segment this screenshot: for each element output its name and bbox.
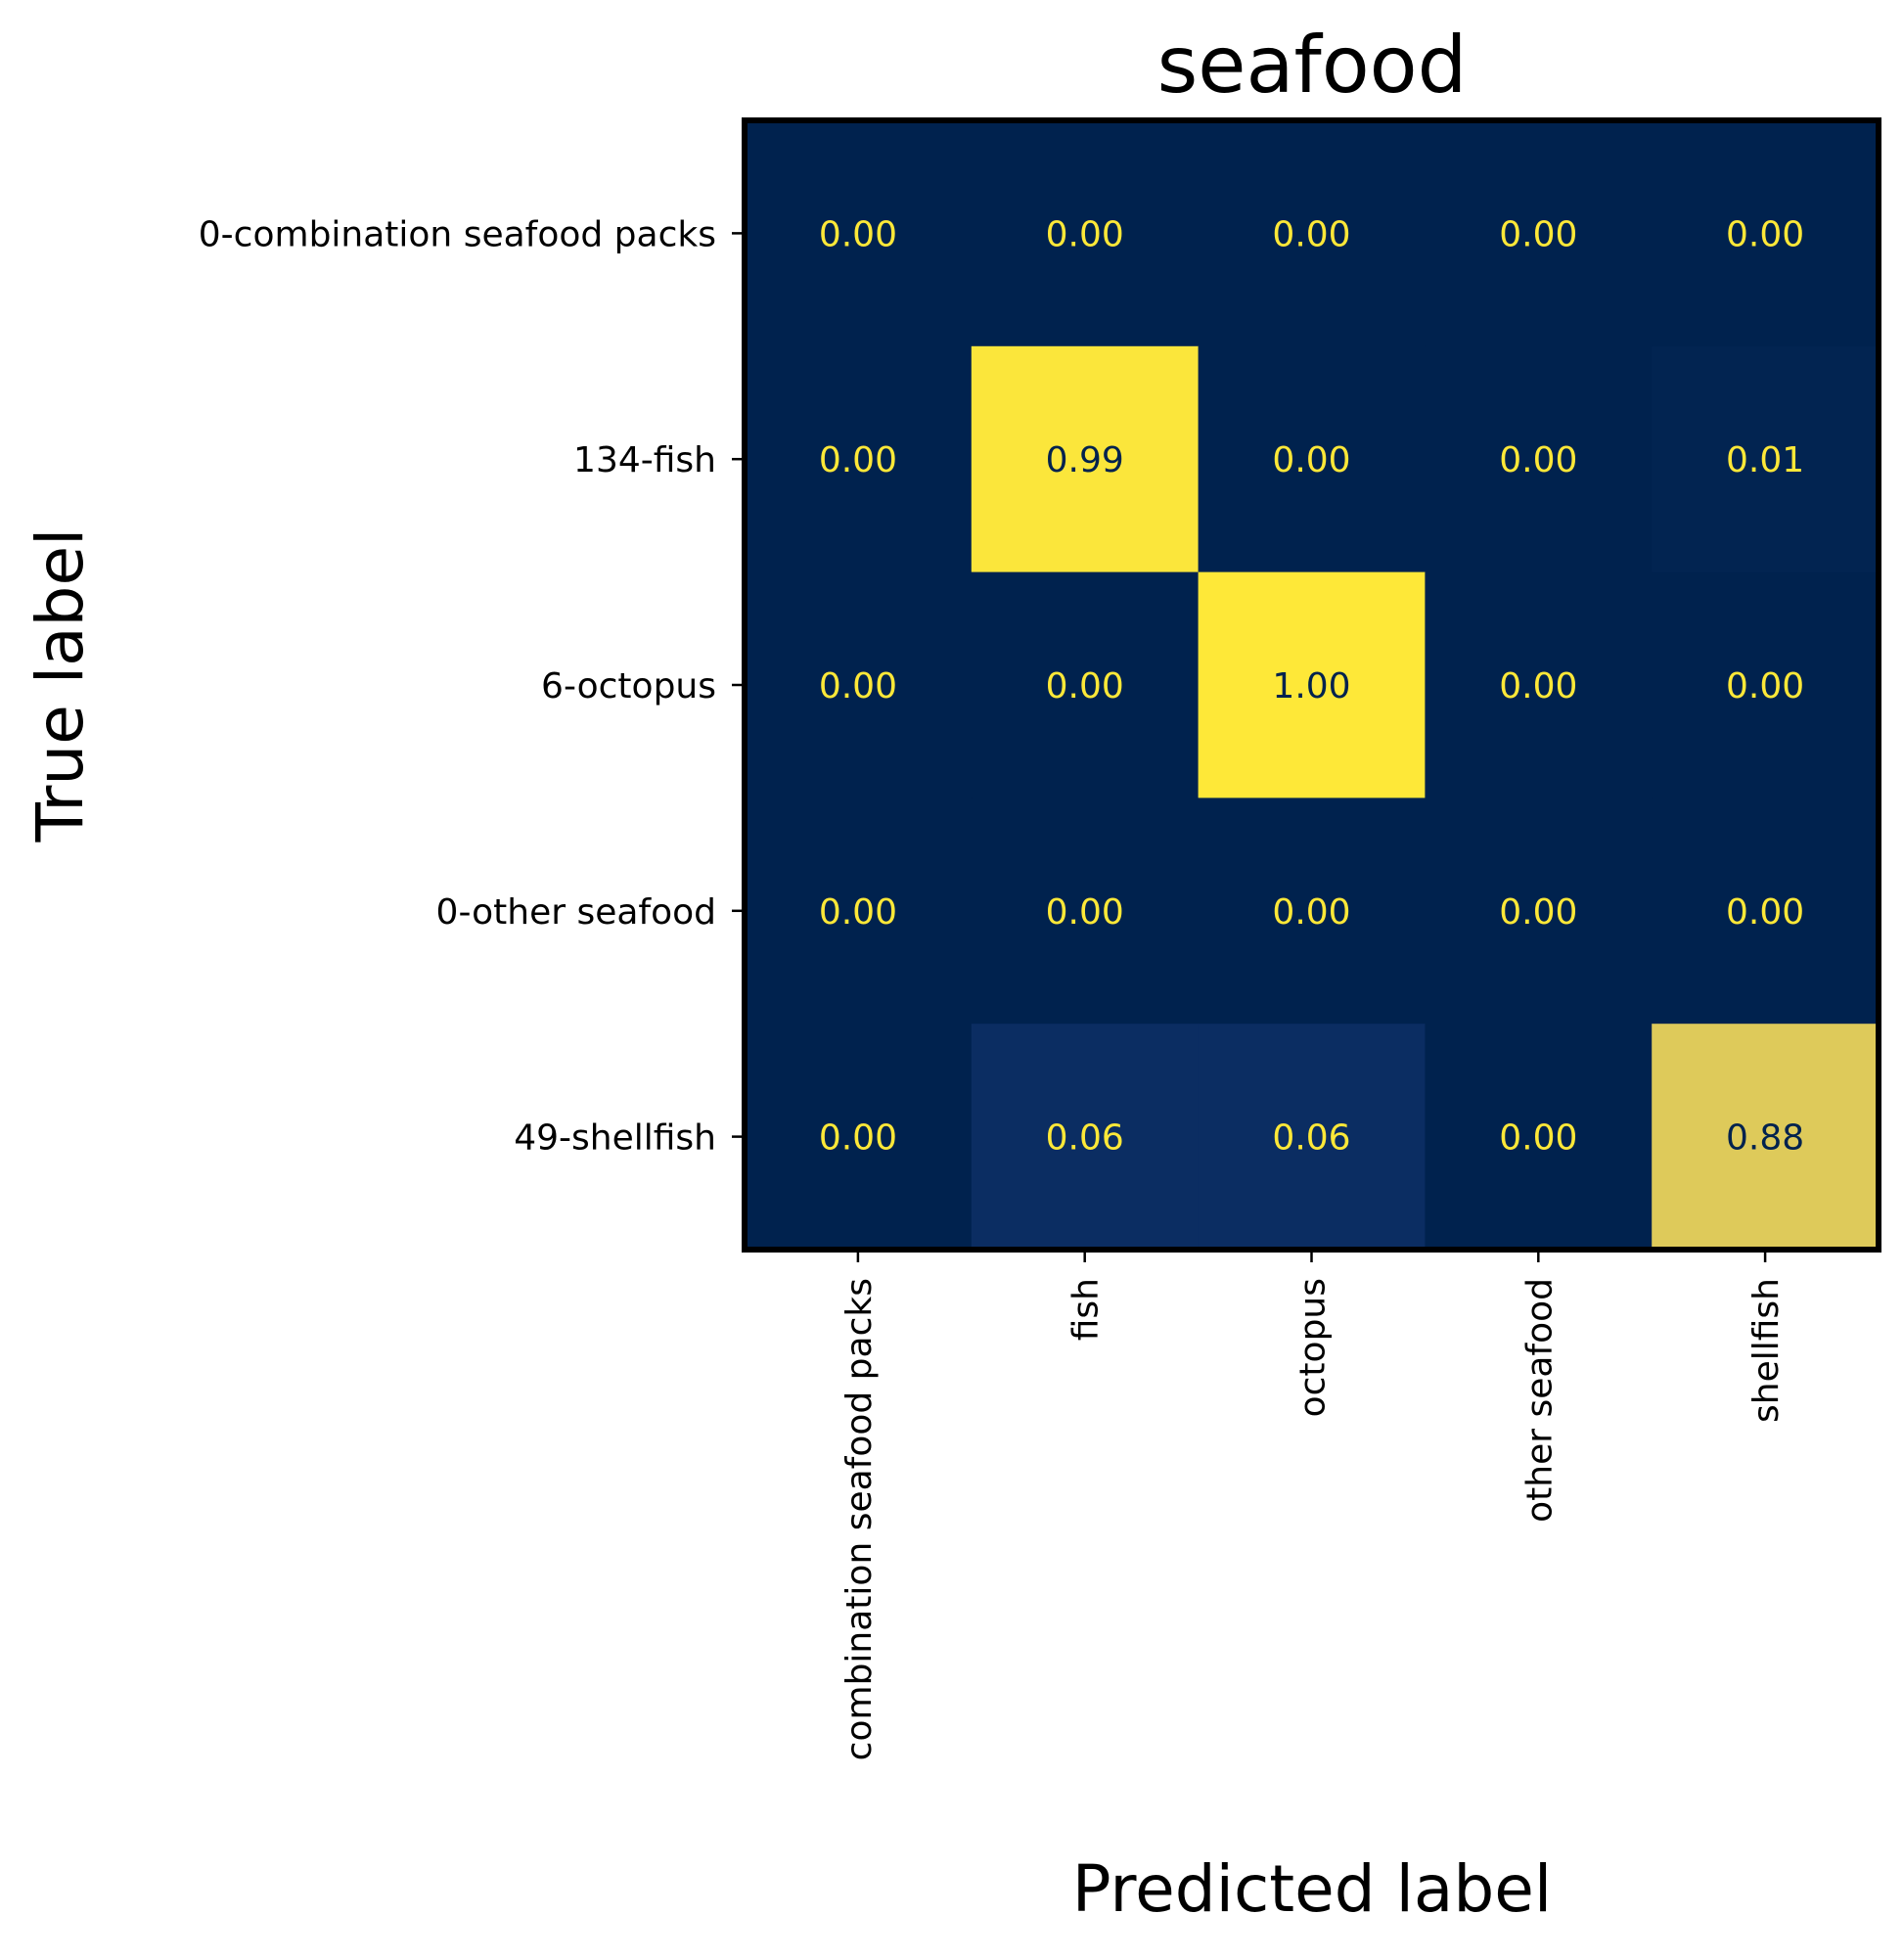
heatmap-cell-label: 0.00 — [1272, 214, 1350, 254]
heatmap-cell — [745, 798, 973, 1025]
y-axis-ticks: 0-combination seafood packs 134-fish 6-oct… — [199, 214, 742, 1159]
heatmap-cell — [1425, 798, 1653, 1025]
x-tick-label: other seafood — [1519, 1278, 1560, 1523]
x-axis-title: Predicted label — [1072, 1851, 1552, 1927]
x-tick-label: fish — [1066, 1278, 1107, 1341]
heatmap-cell — [1198, 120, 1426, 347]
heatmap-cell — [1425, 345, 1653, 573]
heatmap-cell-label: 0.00 — [1499, 440, 1577, 480]
heatmap-cell-label: 0.00 — [819, 666, 897, 707]
heatmap-cell — [1198, 571, 1426, 798]
heatmap-cell-label: 0.00 — [1499, 214, 1577, 254]
heatmap-cell — [971, 571, 1200, 798]
heatmap-cell — [1425, 571, 1653, 798]
heatmap-cell — [1198, 798, 1426, 1025]
heatmap-cell-label: 0.00 — [1499, 892, 1577, 933]
y-tick-label: 0-other seafood — [436, 892, 716, 933]
heatmap-cell — [971, 798, 1200, 1025]
heatmap-cells — [745, 120, 1880, 1251]
x-tick-label: combination seafood packs — [839, 1278, 880, 1760]
heatmap-cell — [971, 120, 1200, 347]
heatmap-cell — [1652, 120, 1880, 347]
heatmap-cell — [745, 345, 973, 573]
heatmap-cell — [1652, 1024, 1880, 1251]
heatmap-cell-label: 0.00 — [1046, 892, 1124, 933]
heatmap-cell-label: 0.88 — [1726, 1118, 1804, 1159]
heatmap-cell-label: 0.00 — [1499, 1118, 1577, 1159]
heatmap-cell-label: 0.00 — [1726, 892, 1804, 933]
heatmap-cell-label: 0.00 — [1726, 214, 1804, 254]
heatmap-cell-label: 0.01 — [1726, 440, 1804, 480]
heatmap-cell-label: 0.00 — [819, 440, 897, 480]
heatmap-cell-label: 0.00 — [1272, 440, 1350, 480]
x-tick-label: shellfish — [1746, 1278, 1787, 1423]
heatmap-cell-label: 0.99 — [1046, 440, 1124, 480]
heatmap-cell — [971, 1024, 1200, 1251]
heatmap-cell-labels: 0.00 0.00 0.00 0.00 0.00 0.00 0.99 0.00 0.00 0.01… — [819, 214, 1804, 1158]
heatmap-cell-label: 0.06 — [1272, 1118, 1350, 1159]
heatmap-cell-label: 0.00 — [1046, 666, 1124, 707]
y-tick-label: 134-fish — [573, 440, 716, 480]
heatmap-cell-label: 0.00 — [819, 214, 897, 254]
heatmap-cell-label: 0.00 — [1272, 892, 1350, 933]
heatmap-cell-label: 0.00 — [1499, 666, 1577, 707]
heatmap-cell-label: 0.00 — [819, 1118, 897, 1159]
chart-title: seafood — [1157, 20, 1468, 111]
heatmap-cell-label: 0.00 — [1046, 214, 1124, 254]
x-tick-label: octopus — [1293, 1278, 1334, 1417]
plot-frame — [742, 117, 1881, 1253]
heatmap-cell-label: 0.06 — [1046, 1118, 1124, 1159]
heatmap-cell — [1198, 345, 1426, 573]
heatmap-cell — [745, 571, 973, 798]
heatmap-cell — [1652, 345, 1880, 573]
heatmap-cell-label: 1.00 — [1272, 666, 1350, 707]
heatmap-cell — [1652, 571, 1880, 798]
heatmap-cell — [971, 345, 1200, 573]
heatmap-cell — [1425, 120, 1653, 347]
heatmap-cell — [1425, 1024, 1653, 1251]
heatmap-cell — [745, 120, 973, 347]
heatmap-cell-label: 0.00 — [1726, 666, 1804, 707]
y-tick-label: 0-combination seafood packs — [199, 214, 716, 254]
heatmap-cell — [1652, 798, 1880, 1025]
heatmap-cell — [1198, 1024, 1426, 1251]
y-tick-label: 49-shellfish — [514, 1118, 716, 1159]
y-axis-title: True label — [23, 528, 98, 843]
y-tick-label: 6-octopus — [541, 666, 716, 707]
heatmap-cell-label: 0.00 — [819, 892, 897, 933]
heatmap-cell — [745, 1024, 973, 1251]
x-axis-ticks: combination seafood packs fish octopus othe… — [839, 1253, 1787, 1760]
